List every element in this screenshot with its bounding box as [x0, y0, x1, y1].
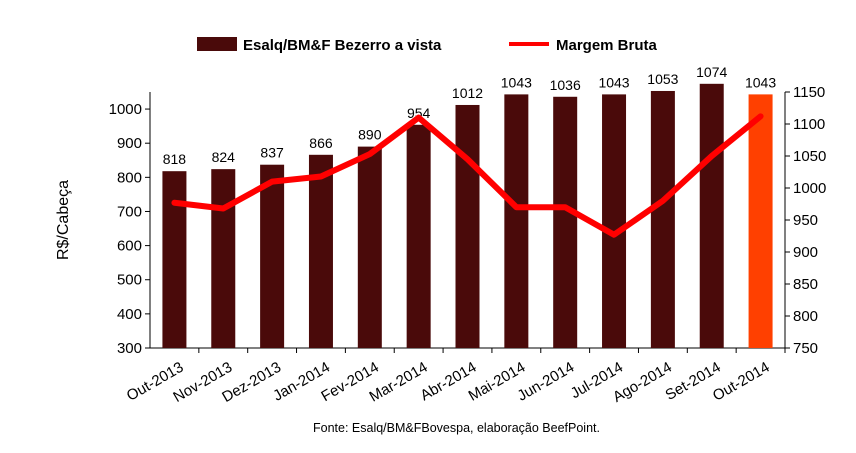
bar — [357, 146, 382, 348]
right-tick-label: 950 — [793, 212, 818, 229]
bar — [406, 124, 431, 348]
bar — [455, 104, 480, 348]
right-tick-label: 800 — [793, 308, 818, 325]
legend-label-line: Margem Bruta — [556, 37, 658, 54]
bar — [748, 94, 773, 348]
x-tick-label: Out-2014 — [710, 359, 773, 405]
right-tick-label: 1100 — [793, 116, 825, 133]
bar — [553, 96, 578, 349]
bar-data-label: 890 — [358, 127, 382, 143]
legend-swatch-bars — [197, 37, 237, 51]
source-note: Fonte: Esalq/BM&FBovespa, elaboração Bee… — [313, 421, 600, 435]
bar-data-label: 824 — [212, 149, 236, 165]
bar-data-label: 1043 — [745, 74, 776, 90]
bar — [211, 169, 236, 348]
bar-data-label: 818 — [163, 151, 187, 167]
x-tick-label: Jun-2014 — [515, 359, 578, 405]
bar — [308, 154, 333, 348]
left-tick-label: 600 — [117, 238, 142, 255]
bar-data-label: 954 — [407, 105, 431, 121]
bar — [699, 83, 724, 349]
bar-data-label: 1012 — [452, 85, 483, 101]
right-tick-label: 750 — [793, 340, 818, 357]
right-tick-label: 1050 — [793, 148, 826, 165]
right-tick-label: 1000 — [793, 180, 826, 197]
bar — [504, 94, 529, 348]
bar-data-label: 1036 — [550, 77, 581, 93]
bar — [650, 90, 675, 348]
legend-label-bars: Esalq/BM&F Bezerro a vista — [243, 37, 442, 54]
bar-data-label: 1043 — [501, 74, 532, 90]
left-tick-label: 800 — [117, 169, 142, 186]
line-series-margem-bruta — [171, 113, 764, 238]
bar — [260, 164, 285, 348]
bar — [162, 171, 187, 348]
left-tick-label: 500 — [117, 272, 142, 289]
left-tick-label: 700 — [117, 203, 142, 220]
bar-data-label: 1043 — [598, 74, 629, 90]
right-tick-label: 1150 — [793, 84, 825, 101]
right-tick-label: 850 — [793, 276, 818, 293]
bar-data-label: 1074 — [696, 64, 727, 80]
left-tick-label: 300 — [117, 340, 142, 357]
left-tick-label: 400 — [117, 306, 142, 323]
bar-data-label: 1053 — [647, 71, 678, 87]
left-tick-label: 1000 — [109, 101, 142, 118]
y-axis-title: R$/Cabeça — [55, 180, 72, 260]
right-tick-label: 900 — [793, 244, 818, 261]
left-tick-label: 900 — [117, 135, 142, 152]
bar-data-label: 837 — [260, 145, 284, 161]
bar — [602, 94, 627, 348]
bar-data-label: 866 — [309, 135, 333, 151]
